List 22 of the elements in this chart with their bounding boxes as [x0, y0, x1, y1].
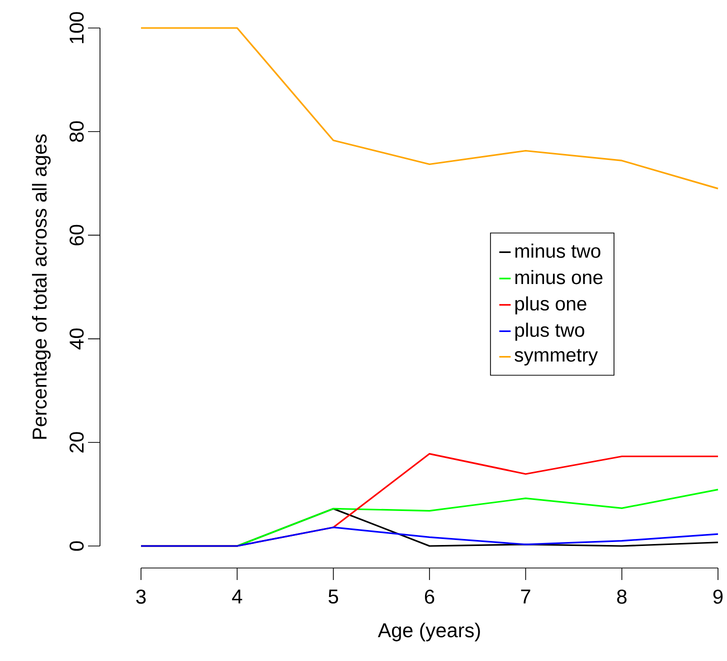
x-tick-label: 5 [328, 590, 338, 604]
y-tick-label: 60 [70, 224, 84, 246]
x-tick-label: 8 [617, 590, 627, 604]
x-tick-label: 7 [521, 590, 530, 604]
x-tick-label: 6 [424, 590, 434, 604]
y-tick-label: 80 [70, 121, 84, 142]
y-tick-label: 100 [70, 12, 84, 44]
legend-label: minus two [515, 244, 600, 258]
y-tick-label: 20 [70, 432, 84, 453]
legend-label: minus one [515, 270, 602, 284]
legend-label: symmetry [514, 349, 598, 366]
line-series [140, 27, 719, 190]
x-tick-label: 9 [713, 590, 723, 604]
line-series [140, 526, 719, 547]
x-axis-title: Age (years) [378, 622, 480, 642]
y-axis-title: Percentage of total across all ages [32, 134, 51, 439]
legend-label: plus two [515, 322, 584, 341]
y-tick-label: 0 [70, 541, 84, 551]
x-tick-label: 4 [232, 590, 242, 604]
x-tick-label: 3 [136, 590, 146, 604]
legend-label: plus one [515, 296, 586, 314]
y-tick-label: 40 [70, 328, 84, 350]
